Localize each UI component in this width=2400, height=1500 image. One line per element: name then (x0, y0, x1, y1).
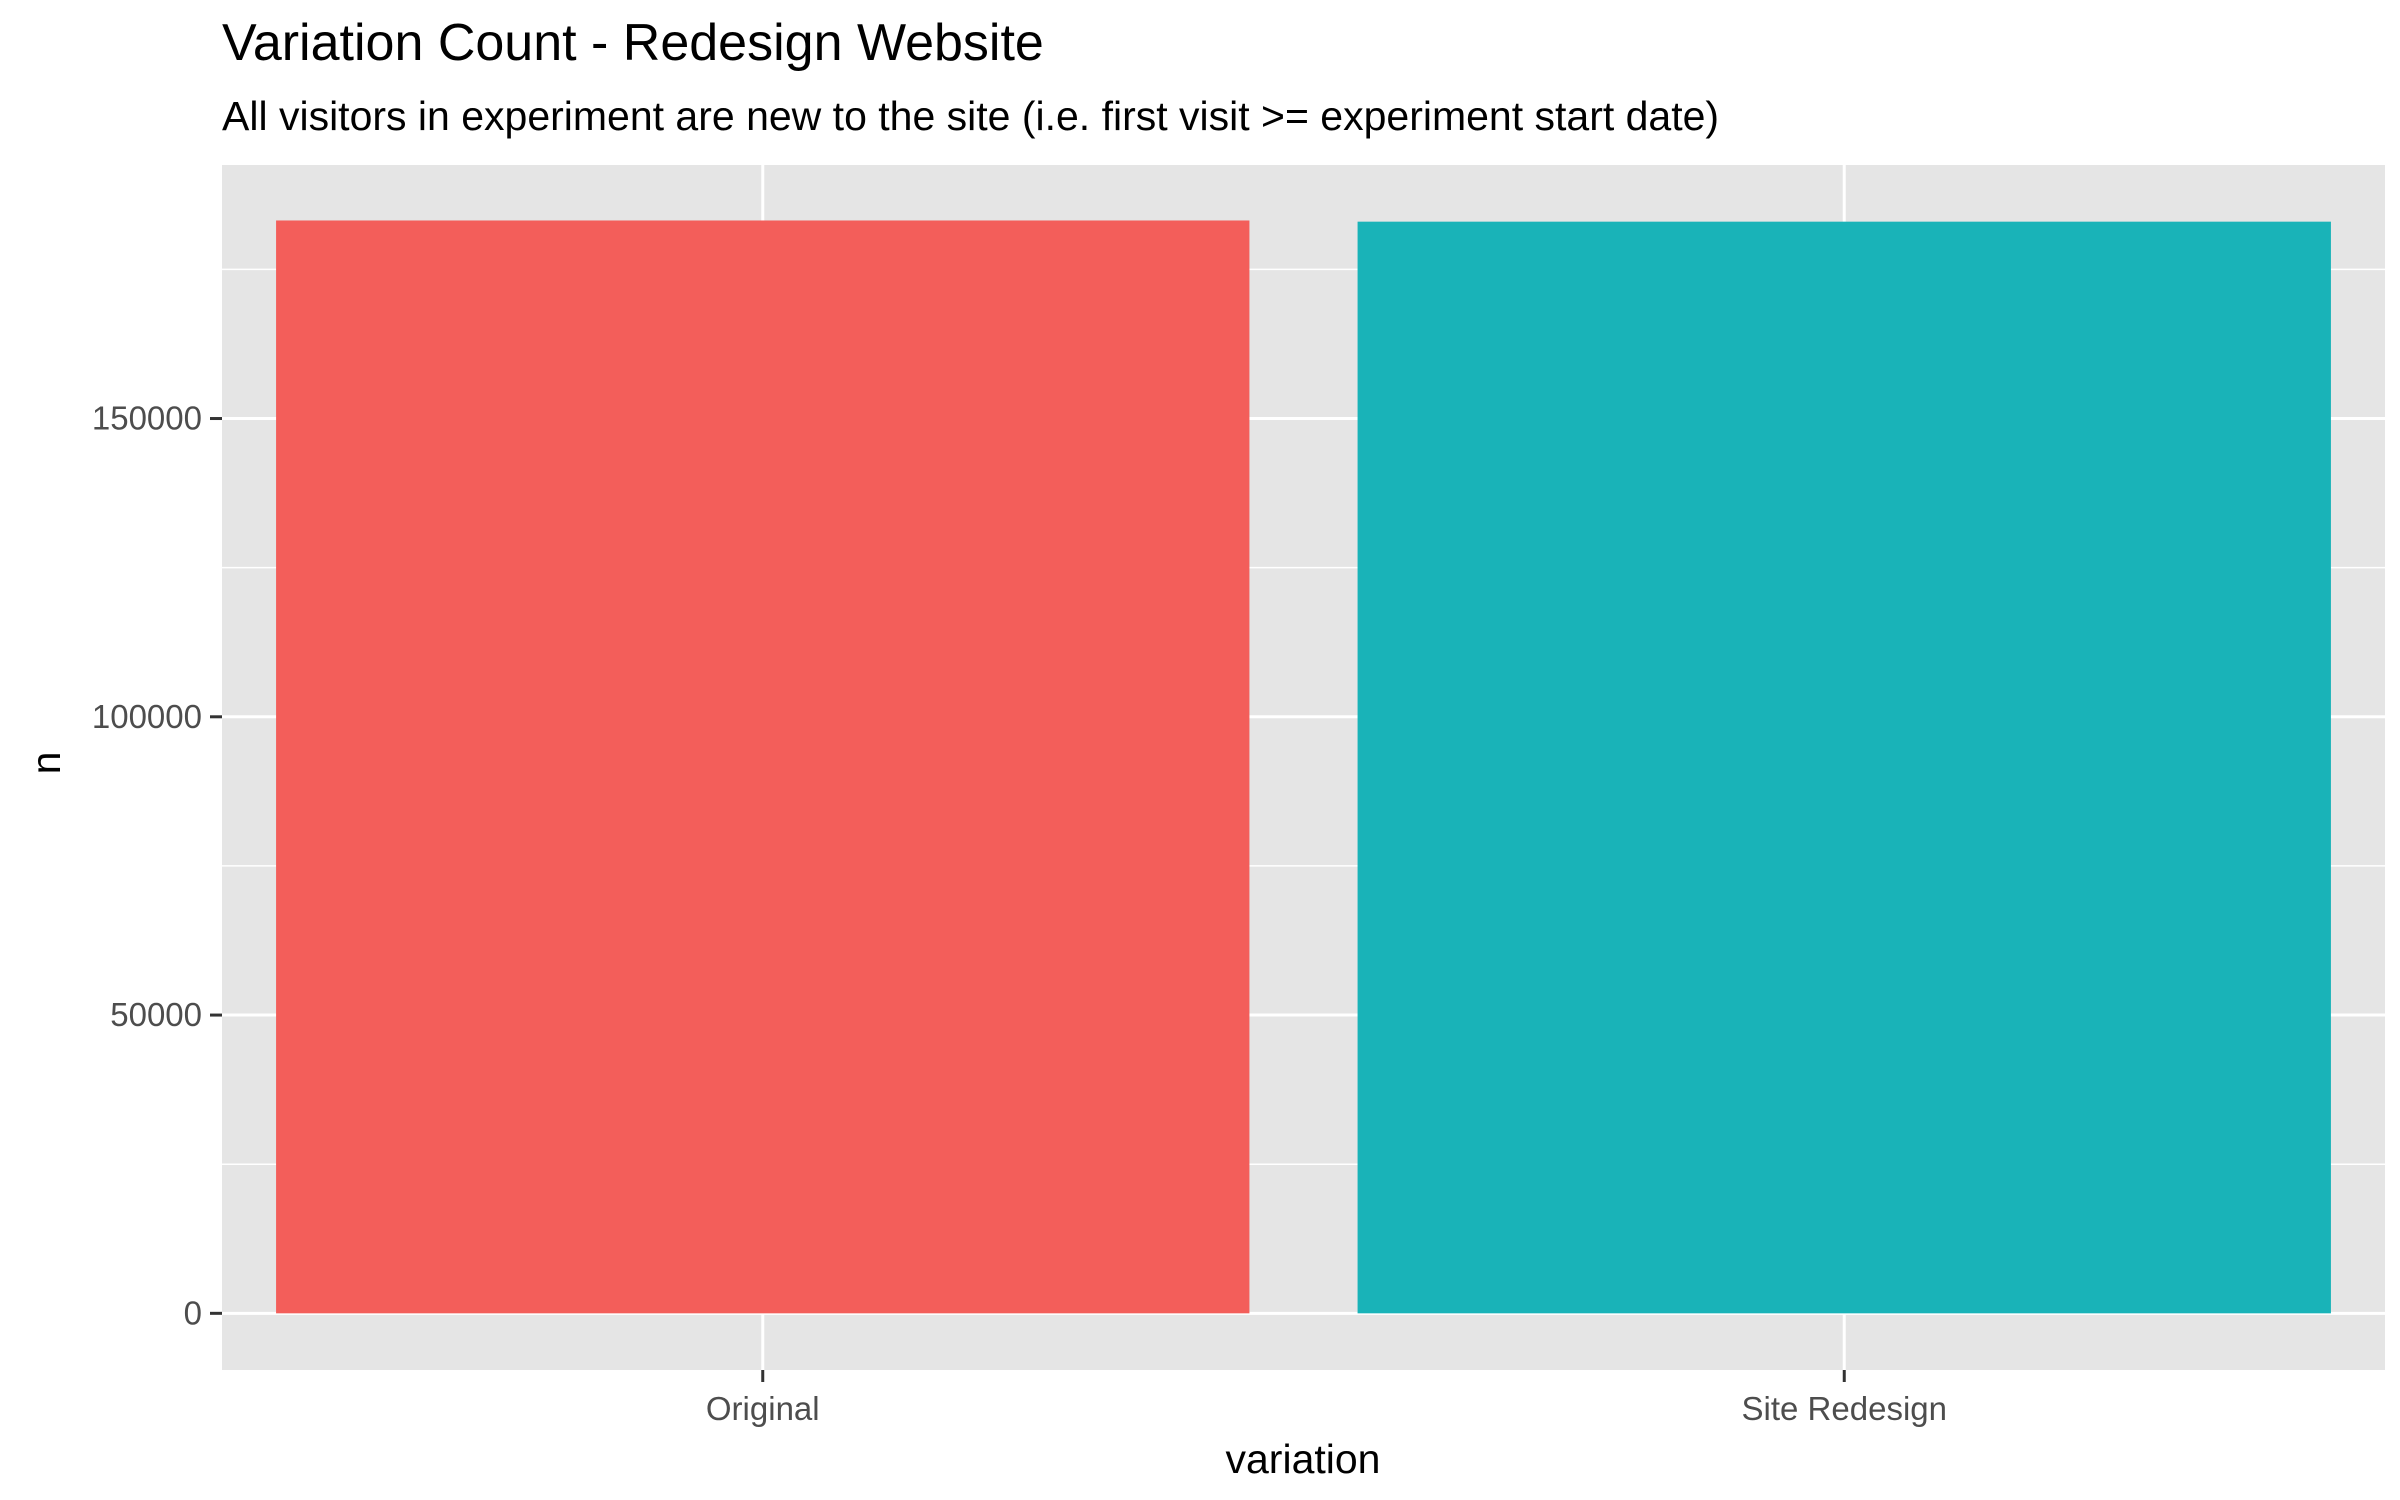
y-tick-label: 0 (184, 1294, 202, 1331)
x-tick-label: Site Redesign (1742, 1390, 1947, 1427)
y-tick-label: 100000 (92, 698, 202, 735)
chart-title: Variation Count - Redesign Website (222, 14, 1044, 72)
y-axis-title: n (23, 752, 69, 775)
x-axis-title: variation (1226, 1436, 1381, 1482)
y-tick-label: 50000 (110, 996, 202, 1033)
x-axis: Original Site Redesign (706, 1370, 1947, 1427)
bar-site-redesign (1357, 221, 2331, 1314)
bars (276, 220, 2331, 1314)
x-tick-label: Original (706, 1390, 820, 1427)
y-tick-label: 150000 (92, 400, 202, 437)
bar-original (276, 220, 1250, 1314)
chart-subtitle: All visitors in experiment are new to th… (222, 93, 1719, 139)
y-axis: 0 50000 100000 150000 (92, 400, 222, 1331)
